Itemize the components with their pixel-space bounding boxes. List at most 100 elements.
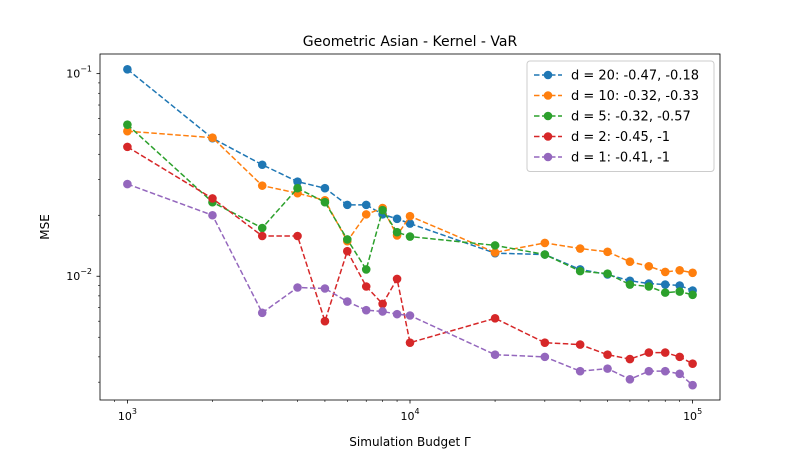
data-point xyxy=(540,338,550,347)
legend-marker xyxy=(543,91,553,100)
data-point xyxy=(123,126,132,136)
data-point xyxy=(490,350,500,359)
data-point xyxy=(644,282,654,291)
data-point xyxy=(675,352,684,362)
data-point xyxy=(378,205,387,215)
data-point xyxy=(320,316,330,326)
data-point xyxy=(644,348,654,357)
data-point xyxy=(320,197,330,207)
data-point xyxy=(675,281,684,290)
data-point xyxy=(575,340,585,349)
legend-marker xyxy=(543,132,553,141)
data-point xyxy=(208,210,217,220)
data-point xyxy=(660,348,670,357)
data-point xyxy=(257,160,267,170)
data-point xyxy=(660,280,670,289)
data-point xyxy=(644,261,654,271)
plot-area xyxy=(123,65,697,390)
legend-marker xyxy=(543,111,553,121)
data-point xyxy=(688,380,697,390)
legend-entry: d = 1: -0.41, -1 xyxy=(571,151,670,166)
x-tick-label: 105 xyxy=(683,407,702,423)
y-tick-label: 10−1 xyxy=(66,65,92,81)
data-point xyxy=(257,181,267,190)
data-point xyxy=(625,257,635,266)
data-point xyxy=(208,194,217,203)
data-point xyxy=(361,200,371,210)
data-point xyxy=(343,200,352,210)
data-point xyxy=(392,274,402,284)
data-point xyxy=(603,269,612,278)
legend: d = 20: -0.47, -0.18 d = 10: -0.32, -0.33… xyxy=(526,60,715,172)
data-point xyxy=(575,366,585,376)
data-point xyxy=(603,247,612,257)
data-point xyxy=(625,280,635,289)
data-point xyxy=(675,369,684,379)
data-point xyxy=(405,232,415,241)
data-point xyxy=(378,307,387,316)
data-point xyxy=(123,142,132,152)
data-point xyxy=(603,350,612,359)
data-point xyxy=(293,231,302,241)
legend-entry: d = 2: -0.45, -1 xyxy=(571,130,670,145)
data-point xyxy=(490,314,500,323)
x-axis-label: Simulation Budget Γ xyxy=(349,435,471,449)
data-point xyxy=(320,284,330,293)
data-point xyxy=(123,65,132,74)
data-point xyxy=(575,266,585,276)
data-point xyxy=(378,299,387,309)
data-point xyxy=(123,120,132,129)
data-point xyxy=(688,359,697,369)
chart-title: Geometric Asian - Kernel - VaR xyxy=(303,34,518,50)
legend-box xyxy=(526,60,715,172)
data-point xyxy=(603,364,612,373)
data-point xyxy=(540,238,550,248)
data-point xyxy=(688,290,697,300)
data-point xyxy=(293,183,302,193)
data-point xyxy=(405,311,415,320)
data-point xyxy=(405,219,415,228)
data-point xyxy=(405,211,415,221)
data-point xyxy=(660,366,670,376)
data-point xyxy=(660,267,670,277)
data-point xyxy=(644,366,654,376)
data-point xyxy=(361,282,371,291)
x-tick-label: 104 xyxy=(400,407,419,423)
data-point xyxy=(405,338,415,347)
data-point xyxy=(625,374,635,384)
data-point xyxy=(343,235,352,244)
legend-entry: d = 20: -0.47, -0.18 xyxy=(571,69,699,84)
data-point xyxy=(257,231,267,241)
legend-entry: d = 5: -0.32, -0.57 xyxy=(571,110,691,125)
legend-marker xyxy=(543,70,553,80)
y-tick-label: 10−2 xyxy=(66,267,92,283)
data-point xyxy=(293,177,302,186)
data-point xyxy=(392,214,402,224)
data-point xyxy=(343,297,352,306)
data-point xyxy=(361,210,371,219)
data-point xyxy=(625,354,635,364)
data-point xyxy=(343,246,352,256)
data-point xyxy=(257,308,267,318)
data-point xyxy=(490,248,500,257)
data-point xyxy=(123,179,132,189)
x-tick-label: 103 xyxy=(118,407,137,423)
data-point xyxy=(361,305,371,315)
data-point xyxy=(392,309,402,319)
data-point xyxy=(688,268,697,278)
data-point xyxy=(575,244,585,253)
data-point xyxy=(361,265,371,274)
data-point xyxy=(392,227,402,237)
data-point xyxy=(540,250,550,259)
data-point xyxy=(490,241,500,250)
data-point xyxy=(320,183,330,193)
y-axis-label: MSE xyxy=(38,214,52,240)
data-point xyxy=(675,265,684,275)
axis-ticks: 103 104 105 10−2 10−1 xyxy=(66,65,702,423)
data-point xyxy=(660,288,670,297)
data-point xyxy=(293,283,302,292)
legend-marker xyxy=(543,152,553,162)
data-point xyxy=(675,287,684,296)
data-point xyxy=(208,133,217,142)
